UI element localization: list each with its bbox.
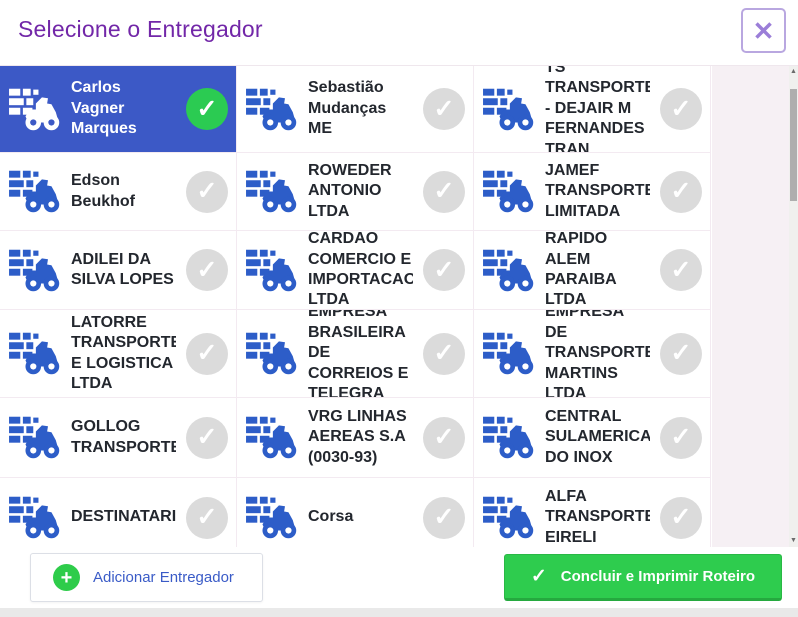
deliverer-name: RAPIDO ALEM PARAIBA LTDA bbox=[545, 231, 617, 309]
truck-icon bbox=[483, 87, 535, 132]
deliverer-name: CARDAO COMERCIO E IMPORTACAO LTDA bbox=[308, 231, 413, 309]
deliverer-name: Sebastião Mudanças ME bbox=[308, 79, 387, 138]
truck-icon bbox=[483, 415, 535, 460]
check-icon: ✓ bbox=[660, 332, 702, 375]
finish-print-route-label: Concluir e Imprimir Roteiro bbox=[560, 568, 755, 585]
truck-icon bbox=[246, 415, 298, 460]
add-deliverer-button[interactable]: + Adicionar Entregador bbox=[30, 553, 263, 602]
truck-icon bbox=[246, 87, 298, 132]
add-deliverer-label: Adicionar Entregador bbox=[93, 569, 234, 586]
close-icon: ✕ bbox=[752, 15, 775, 46]
truck-icon bbox=[246, 495, 298, 540]
deliverer-name: LATORRE TRANSPORTES E LOGISTICA LTDA bbox=[71, 313, 176, 392]
deliverer-name: VRG LINHAS AEREAS S.A (0030-93) bbox=[308, 407, 407, 466]
deliverer-grid: Carlos Vagner Marques ✓ bbox=[0, 66, 712, 547]
deliverer-name: ALFA TRANSPORTES EIRELI bbox=[545, 487, 650, 546]
deliverer-card[interactable]: Edson Beukhof ✓ bbox=[0, 153, 237, 231]
truck-icon bbox=[246, 169, 298, 214]
truck-icon bbox=[246, 331, 298, 376]
deliverer-name: TS TRANSPORTES - DEJAIR M FERNANDES TRAN bbox=[545, 66, 650, 153]
deliverer-name: DESTINATARIO/REME bbox=[71, 508, 176, 526]
deliverer-name: ADILEI DA SILVA LOPES bbox=[71, 250, 174, 288]
deliverer-card[interactable]: Corsa ✓ bbox=[237, 478, 474, 547]
check-icon: ✓ bbox=[186, 170, 228, 213]
check-icon: ✓ bbox=[423, 170, 465, 213]
deliverer-card[interactable]: EMPRESA DE TRANSPORTES MARTINS LTDA ✓ bbox=[474, 310, 711, 398]
scroll-down-icon[interactable]: ▼ bbox=[790, 537, 797, 544]
deliverer-name: JAMEF TRANSPORTES LIMITADA bbox=[545, 161, 650, 220]
finish-print-route-button[interactable]: ✓ Concluir e Imprimir Roteiro bbox=[503, 554, 782, 601]
vertical-scrollbar[interactable]: ▲ ▼ bbox=[789, 66, 798, 547]
scrollbar-thumb[interactable] bbox=[790, 89, 797, 201]
truck-icon bbox=[9, 331, 61, 376]
check-icon: ✓ bbox=[660, 496, 702, 539]
deliverer-name: EMPRESA DE TRANSPORTES MARTINS LTDA bbox=[545, 310, 650, 398]
deliverer-name: Carlos Vagner Marques bbox=[71, 79, 137, 138]
truck-icon bbox=[9, 87, 61, 132]
truck-icon bbox=[246, 248, 298, 293]
truck-icon bbox=[483, 495, 535, 540]
deliverer-name: ROWEDER ANTONIO LTDA bbox=[308, 161, 392, 220]
deliverer-name: CENTRAL SULAMERICANA DO INOX bbox=[545, 407, 650, 466]
modal-footer: + Adicionar Entregador ✓ Concluir e Impr… bbox=[0, 547, 798, 608]
check-icon: ✓ bbox=[186, 332, 228, 375]
deliverer-card[interactable]: Sebastião Mudanças ME ✓ bbox=[237, 66, 474, 153]
check-icon: ✓ bbox=[660, 249, 702, 291]
deliverer-card[interactable]: JAMEF TRANSPORTES LIMITADA ✓ bbox=[474, 153, 711, 231]
deliverer-card[interactable]: CARDAO COMERCIO E IMPORTACAO LTDA ✓ bbox=[237, 231, 474, 310]
deliverer-name: GOLLOG TRANSPORTES bbox=[71, 418, 176, 456]
truck-icon bbox=[9, 495, 61, 540]
deliverer-card[interactable]: CENTRAL SULAMERICANA DO INOX ✓ bbox=[474, 398, 711, 478]
check-icon: ✓ bbox=[186, 416, 228, 459]
check-icon: ✓ bbox=[186, 88, 228, 130]
plus-icon: + bbox=[53, 564, 80, 591]
deliverer-card[interactable]: GOLLOG TRANSPORTES ✓ bbox=[0, 398, 237, 478]
check-icon: ✓ bbox=[186, 496, 228, 539]
check-icon: ✓ bbox=[660, 170, 702, 213]
deliverer-card[interactable]: ADILEI DA SILVA LOPES ✓ bbox=[0, 231, 237, 310]
truck-icon bbox=[483, 331, 535, 376]
scroll-up-icon[interactable]: ▲ bbox=[790, 68, 797, 75]
check-icon: ✓ bbox=[423, 249, 465, 291]
check-icon: ✓ bbox=[423, 88, 465, 130]
check-icon: ✓ bbox=[660, 416, 702, 459]
truck-icon bbox=[9, 248, 61, 293]
grid-gutter bbox=[712, 66, 789, 547]
check-icon: ✓ bbox=[423, 496, 465, 539]
check-icon: ✓ bbox=[530, 566, 547, 587]
deliverer-card[interactable]: VRG LINHAS AEREAS S.A (0030-93) ✓ bbox=[237, 398, 474, 478]
deliverer-name: Corsa bbox=[308, 508, 354, 526]
check-icon: ✓ bbox=[423, 332, 465, 375]
deliverer-card[interactable]: TS TRANSPORTES - DEJAIR M FERNANDES TRAN… bbox=[474, 66, 711, 153]
truck-icon bbox=[483, 169, 535, 214]
check-icon: ✓ bbox=[660, 88, 702, 130]
deliverer-card[interactable]: ALFA TRANSPORTES EIRELI ✓ bbox=[474, 478, 711, 547]
truck-icon bbox=[9, 415, 61, 460]
deliverer-card[interactable]: RAPIDO ALEM PARAIBA LTDA ✓ bbox=[474, 231, 711, 310]
modal-title: Selecione o Entregador bbox=[18, 16, 263, 42]
deliverer-name: Edson Beukhof bbox=[71, 172, 135, 210]
deliverer-card[interactable]: EMPRESA BRASILEIRA DE CORREIOS E TELEGRA… bbox=[237, 310, 474, 398]
deliverer-card[interactable]: DESTINATARIO/REME ✓ bbox=[0, 478, 237, 547]
deliverer-name: EMPRESA BRASILEIRA DE CORREIOS E TELEGRA bbox=[308, 310, 409, 398]
check-icon: ✓ bbox=[423, 416, 465, 459]
truck-icon bbox=[483, 248, 535, 293]
check-icon: ✓ bbox=[186, 249, 228, 291]
modal-header: Selecione o Entregador ✕ bbox=[0, 0, 798, 65]
deliverer-card[interactable]: LATORRE TRANSPORTES E LOGISTICA LTDA ✓ bbox=[0, 310, 237, 398]
modal-body: Carlos Vagner Marques ✓ bbox=[0, 65, 798, 547]
close-button[interactable]: ✕ bbox=[741, 8, 786, 53]
truck-icon bbox=[9, 169, 61, 214]
deliverer-card[interactable]: Carlos Vagner Marques ✓ bbox=[0, 66, 237, 153]
deliverer-card[interactable]: ROWEDER ANTONIO LTDA ✓ bbox=[237, 153, 474, 231]
